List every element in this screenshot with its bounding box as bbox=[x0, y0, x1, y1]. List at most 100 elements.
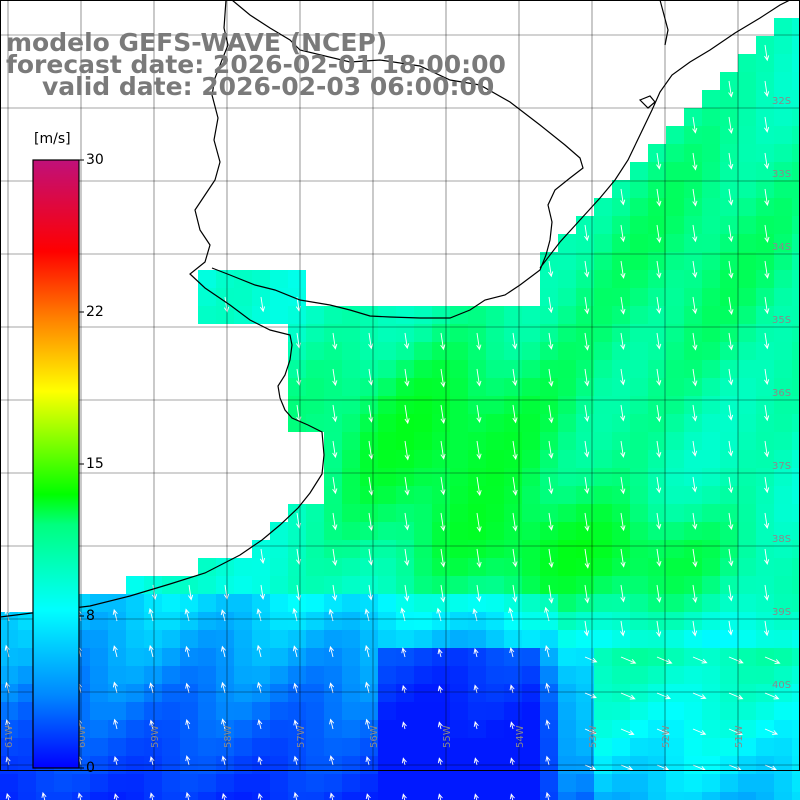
wind-speed-cell bbox=[756, 54, 774, 72]
wind-speed-cell bbox=[360, 738, 378, 756]
wind-speed-cell bbox=[522, 576, 540, 594]
wind-speed-cell bbox=[378, 378, 396, 396]
wind-arrow bbox=[692, 116, 698, 134]
wind-speed-cell bbox=[432, 558, 450, 576]
wind-arrow bbox=[656, 620, 662, 638]
wind-speed-cell bbox=[522, 630, 540, 648]
wind-speed-cell bbox=[306, 306, 324, 324]
wind-speed-cell bbox=[468, 378, 486, 396]
wind-arrow bbox=[584, 224, 590, 242]
wind-speed-cell bbox=[126, 738, 144, 756]
wind-speed-cell bbox=[684, 306, 702, 324]
wind-speed-cell bbox=[702, 180, 720, 198]
wind-speed-cell bbox=[378, 324, 396, 342]
wind-arrow bbox=[512, 332, 518, 350]
wind-speed-cell bbox=[720, 450, 738, 468]
wind-arrow bbox=[584, 404, 590, 422]
wind-speed-cell bbox=[594, 612, 612, 630]
wind-speed-cell bbox=[684, 666, 702, 684]
wind-speed-cell bbox=[774, 558, 792, 576]
wind-speed-cell bbox=[270, 702, 288, 720]
wind-arrow bbox=[764, 44, 770, 62]
wind-arrow bbox=[620, 764, 634, 771]
wind-arrow bbox=[364, 681, 370, 694]
wind-speed-cell bbox=[486, 324, 504, 342]
wind-arrow bbox=[728, 440, 734, 457]
wind-speed-cell bbox=[504, 666, 522, 684]
wind-speed-cell bbox=[522, 702, 540, 720]
wind-speed-cell bbox=[450, 630, 468, 648]
wind-arrow bbox=[185, 682, 191, 694]
wind-speed-cell bbox=[504, 702, 522, 720]
wind-speed-cell bbox=[234, 720, 252, 738]
wind-arrow bbox=[656, 476, 662, 494]
wind-speed-cell bbox=[630, 342, 648, 360]
wind-arrow bbox=[728, 224, 734, 243]
latitude-labels: 32S 33S 34S 35S 36S 37S 38S 39S 40S bbox=[772, 96, 791, 691]
wind-speed-cell bbox=[792, 324, 800, 342]
wind-speed-cell bbox=[648, 378, 666, 396]
wind-speed-cell bbox=[270, 540, 288, 558]
wind-speed-cell bbox=[666, 486, 684, 504]
wind-speed-cell bbox=[702, 342, 720, 360]
wind-arrow bbox=[656, 440, 662, 458]
wind-speed-cell bbox=[522, 558, 540, 576]
wind-speed-cell bbox=[360, 342, 378, 360]
wind-speed-cell bbox=[414, 612, 432, 630]
wind-speed-cell bbox=[342, 540, 360, 558]
wind-speed-cell bbox=[702, 378, 720, 396]
wind-speed-cell bbox=[666, 396, 684, 414]
wind-speed-cell bbox=[396, 558, 414, 576]
lat-lon-grid bbox=[0, 0, 800, 771]
longitude-label: 55W bbox=[442, 725, 453, 748]
wind-speed-cell bbox=[774, 666, 792, 684]
wind-speed-cell bbox=[702, 522, 720, 540]
wind-speed-cell bbox=[198, 684, 216, 702]
wind-speed-cell bbox=[684, 162, 702, 180]
wind-speed-cell bbox=[270, 684, 288, 702]
wind-arrow bbox=[184, 645, 190, 658]
wind-speed-cell bbox=[216, 666, 234, 684]
wind-speed-cell bbox=[540, 522, 558, 540]
wind-speed-cell bbox=[792, 684, 800, 702]
wind-speed-cell bbox=[648, 162, 666, 180]
wind-speed-cell bbox=[756, 234, 774, 252]
wind-speed-cell bbox=[792, 180, 800, 198]
wind-arrow bbox=[256, 644, 262, 658]
wind-arrow bbox=[476, 332, 482, 351]
wind-speed-cell bbox=[360, 630, 378, 648]
wind-speed-cell bbox=[720, 162, 738, 180]
wind-speed-cell bbox=[594, 486, 612, 504]
wind-speed-cell bbox=[234, 612, 252, 630]
wind-speed-cell bbox=[90, 630, 108, 648]
wind-speed-cell bbox=[540, 378, 558, 396]
wind-arrow bbox=[368, 548, 374, 566]
wind-speed-cell bbox=[738, 720, 756, 738]
wind-speed-cell bbox=[522, 378, 540, 396]
wind-speed-cell bbox=[342, 360, 360, 378]
wind-speed-cell bbox=[666, 702, 684, 720]
wind-arrow bbox=[728, 656, 744, 664]
wind-speed-cell bbox=[540, 738, 558, 756]
wind-arrow bbox=[692, 152, 698, 171]
wind-speed-cell bbox=[612, 234, 630, 252]
wind-speed-cell bbox=[738, 432, 756, 450]
wind-speed-cell bbox=[792, 396, 800, 414]
wind-arrow bbox=[404, 332, 410, 350]
wind-speed-cell bbox=[738, 594, 756, 612]
wind-arrow bbox=[728, 152, 734, 170]
wind-speed-cell bbox=[630, 180, 648, 198]
wind-speed-cell bbox=[450, 594, 468, 612]
wind-speed-cell bbox=[486, 522, 504, 540]
wind-arrow bbox=[620, 368, 626, 386]
wind-speed-cell bbox=[378, 702, 396, 720]
wind-arrow bbox=[259, 584, 265, 600]
wind-speed-cell bbox=[594, 324, 612, 342]
wind-speed-cell bbox=[774, 90, 792, 108]
wind-arrow bbox=[656, 368, 662, 386]
wind-speed-cell bbox=[756, 486, 774, 504]
wind-speed-cell bbox=[360, 486, 378, 504]
wind-arrow bbox=[404, 512, 410, 531]
wind-speed-cell bbox=[270, 558, 288, 576]
wind-speed-cell bbox=[738, 108, 756, 126]
